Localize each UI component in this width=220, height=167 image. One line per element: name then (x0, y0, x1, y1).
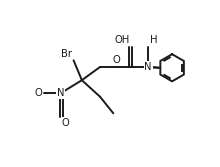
Text: H: H (150, 35, 157, 45)
Text: OH: OH (115, 35, 130, 45)
Text: O: O (34, 89, 42, 98)
Text: N: N (57, 89, 64, 98)
Text: Br: Br (61, 49, 72, 59)
Text: O: O (113, 55, 121, 65)
Text: O: O (62, 118, 70, 128)
Text: N: N (144, 62, 152, 72)
